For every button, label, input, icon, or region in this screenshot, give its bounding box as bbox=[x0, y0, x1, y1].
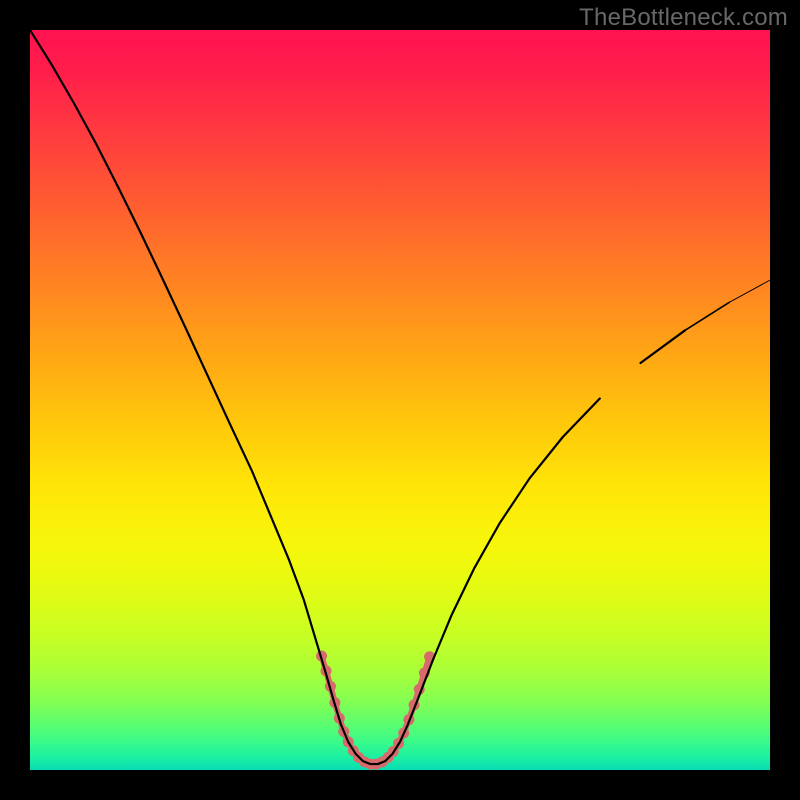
bottleneck-curve bbox=[30, 30, 770, 770]
plot-area bbox=[30, 30, 770, 770]
watermark-text: TheBottleneck.com bbox=[579, 4, 788, 32]
